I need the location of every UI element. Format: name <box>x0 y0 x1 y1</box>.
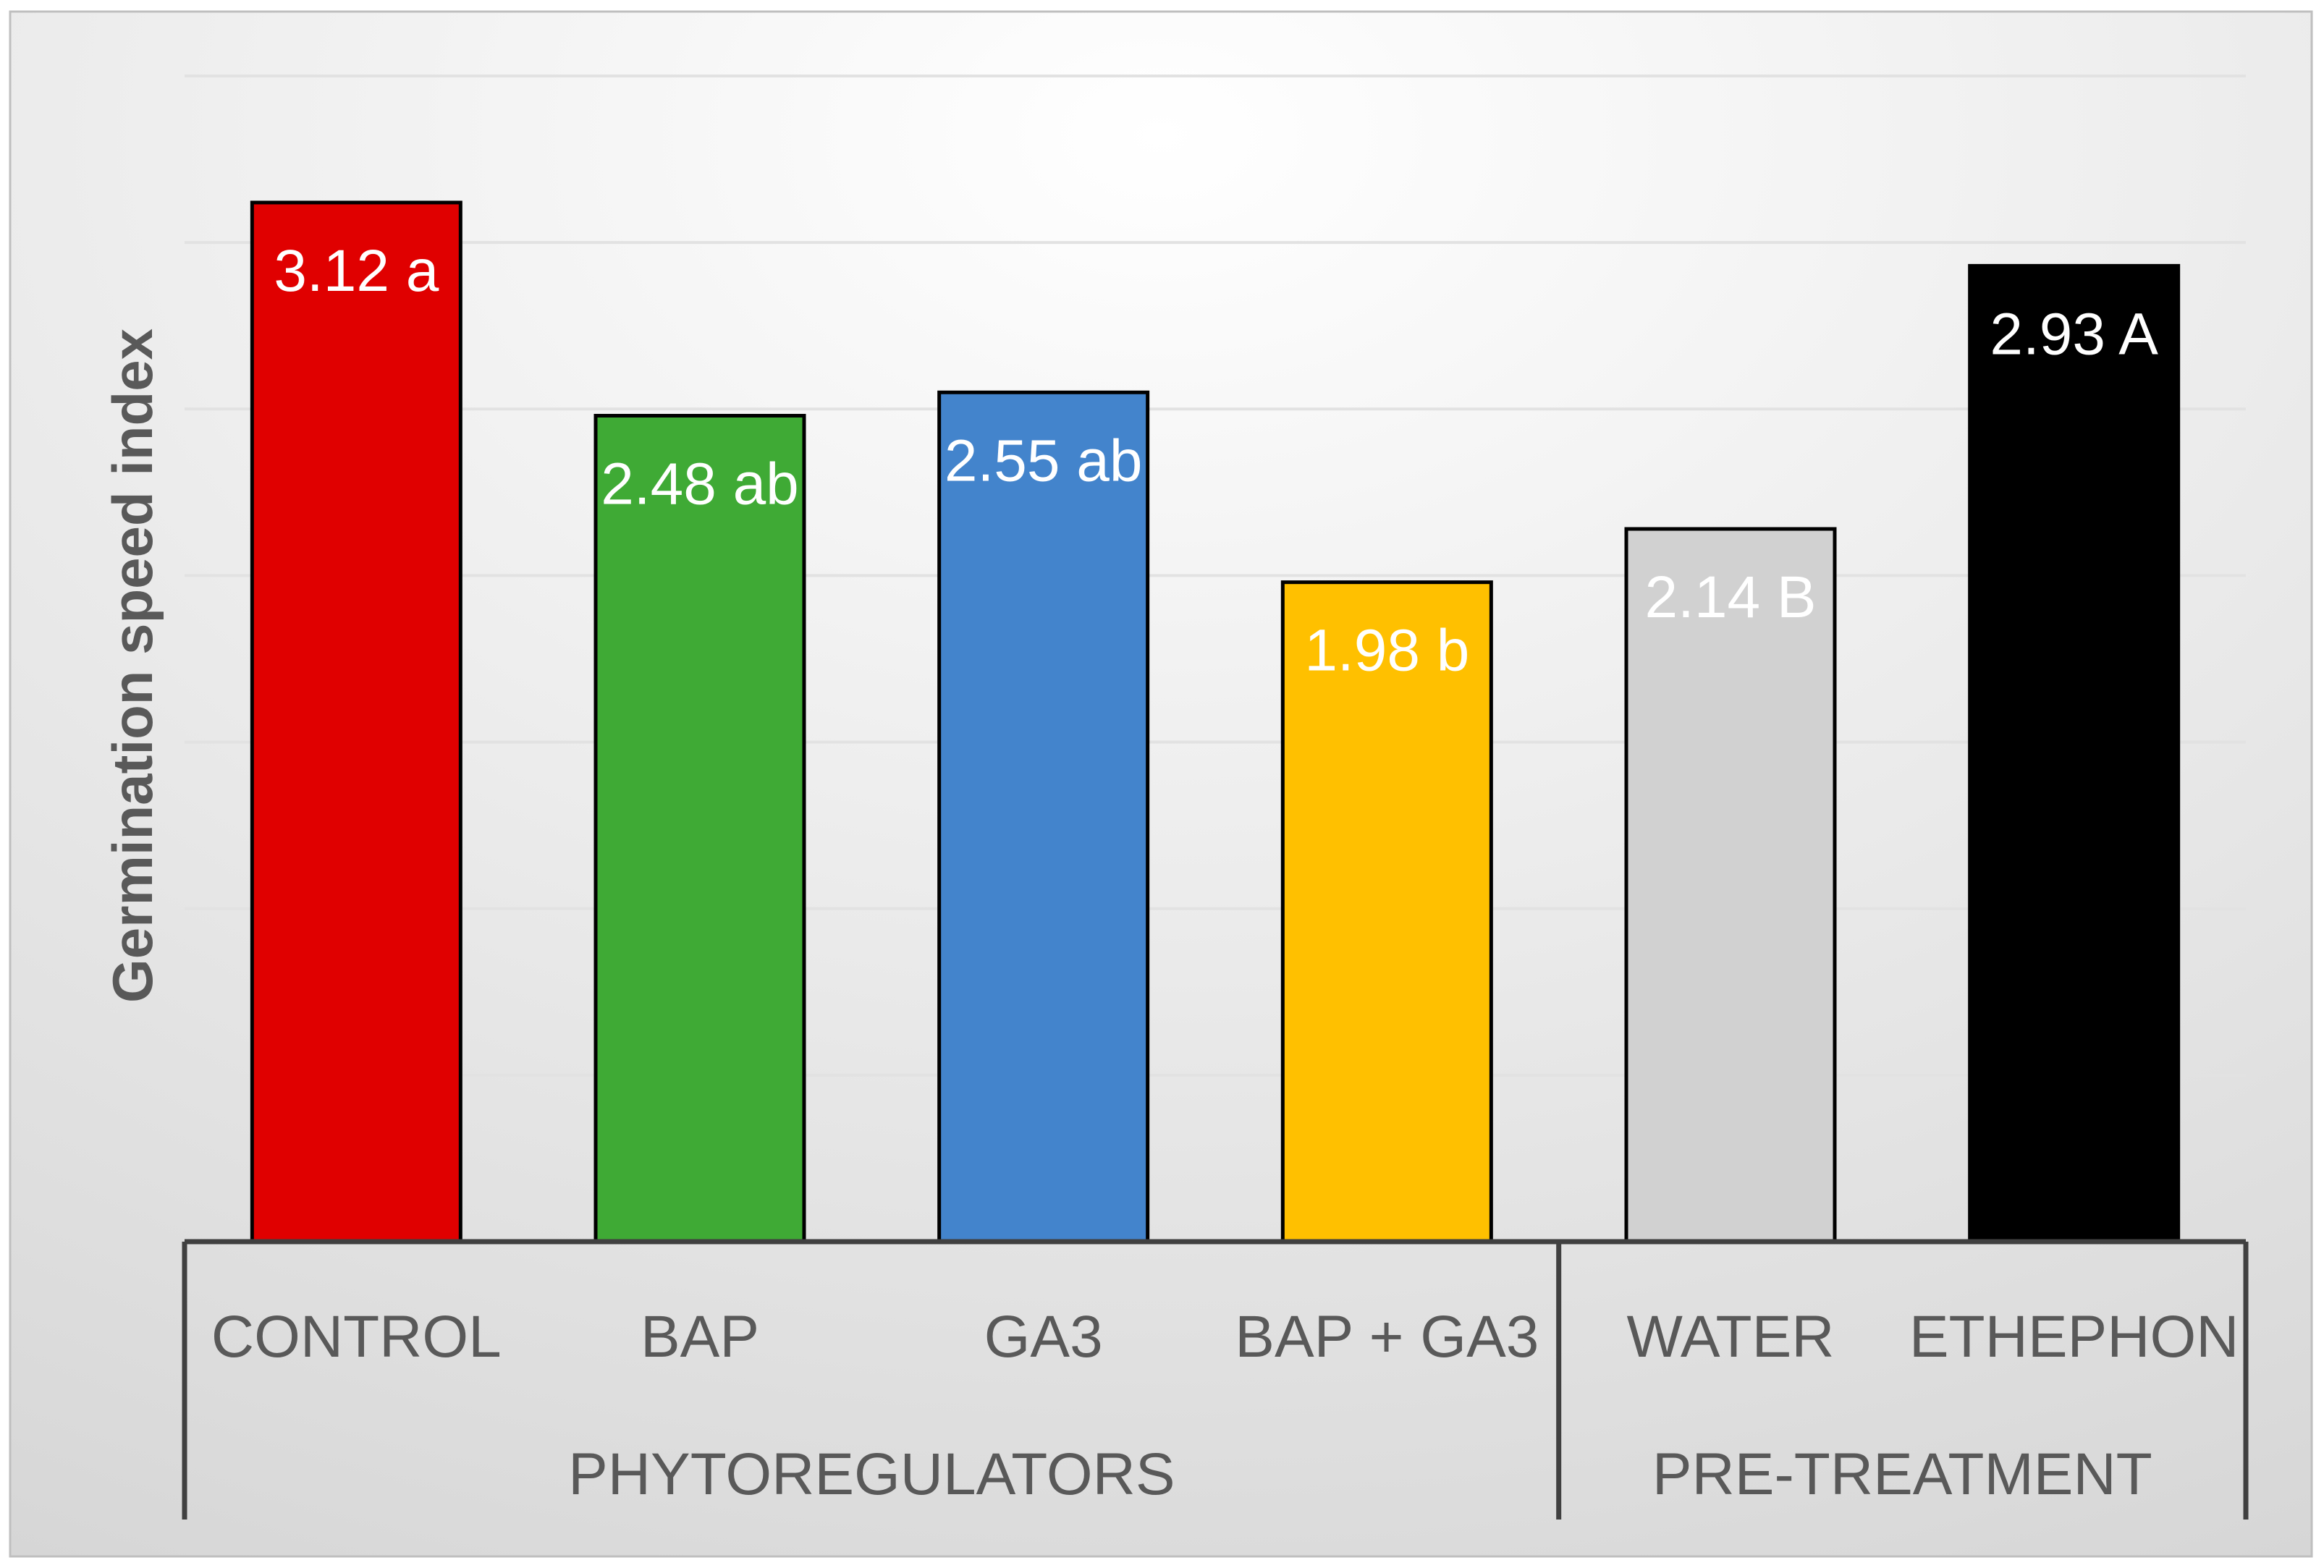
bar-ga3 <box>937 390 1150 1244</box>
data-label: 2.55 ab <box>945 428 1143 493</box>
y-axis-title: Germination speed index <box>101 329 164 1003</box>
data-labels: 3.12 a 2.48 ab 2.55 ab 1.98 b 2.14 B 2.93 A <box>274 238 2158 684</box>
category-label: GA3 <box>984 1304 1103 1370</box>
bar-control <box>250 200 462 1244</box>
category-label: ETHEPHON <box>1909 1304 2239 1370</box>
bar-ethephon <box>1968 263 2181 1244</box>
group-label: PHYTOREGULATORS <box>568 1441 1175 1507</box>
data-label: 2.48 ab <box>601 451 799 517</box>
category-label: BAP + GA3 <box>1235 1304 1539 1370</box>
bar-water <box>1624 527 1837 1244</box>
bars <box>250 200 2181 1244</box>
category-label: CONTROL <box>211 1304 502 1370</box>
category-label: WATER <box>1627 1304 1835 1370</box>
group-label: PRE-TREATMENT <box>1652 1441 2152 1507</box>
bar-bap <box>593 413 806 1244</box>
category-label: BAP <box>641 1304 759 1370</box>
data-label: 3.12 a <box>274 238 439 304</box>
data-label: 1.98 b <box>1304 618 1469 684</box>
data-label: 2.93 A <box>1990 301 2158 367</box>
x-axis: CONTROL BAP GA3 BAP + GA3 WATER ETHEPHON PHYTO… <box>182 1239 2249 1520</box>
bar-bap-ga3 <box>1280 580 1493 1244</box>
gridlines <box>185 75 2246 1077</box>
data-label: 2.14 B <box>1644 564 1816 630</box>
